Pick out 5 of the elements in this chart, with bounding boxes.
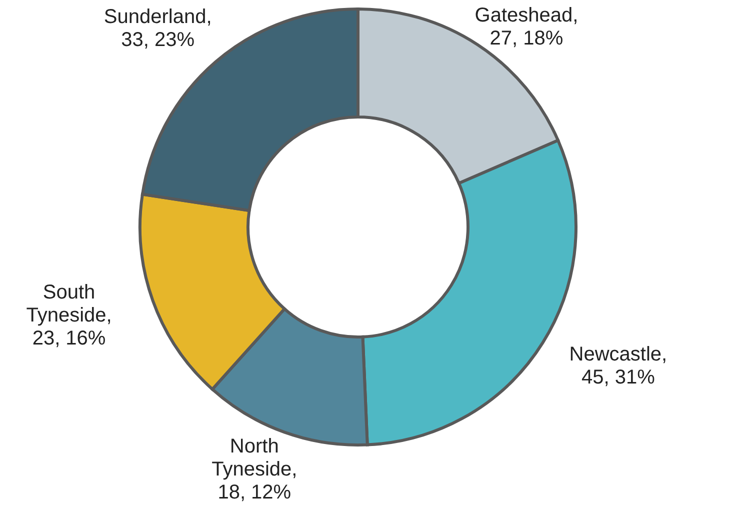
slice-label: Sunderland, 33, 23% xyxy=(104,6,212,51)
slice-label: South Tyneside, 23, 16% xyxy=(26,281,112,350)
slice-label: North Tyneside, 18, 12% xyxy=(212,436,298,504)
slice-label: Newcastle, 45, 31% xyxy=(569,344,668,389)
slice-label: Gateshead, 27, 18% xyxy=(474,4,578,50)
